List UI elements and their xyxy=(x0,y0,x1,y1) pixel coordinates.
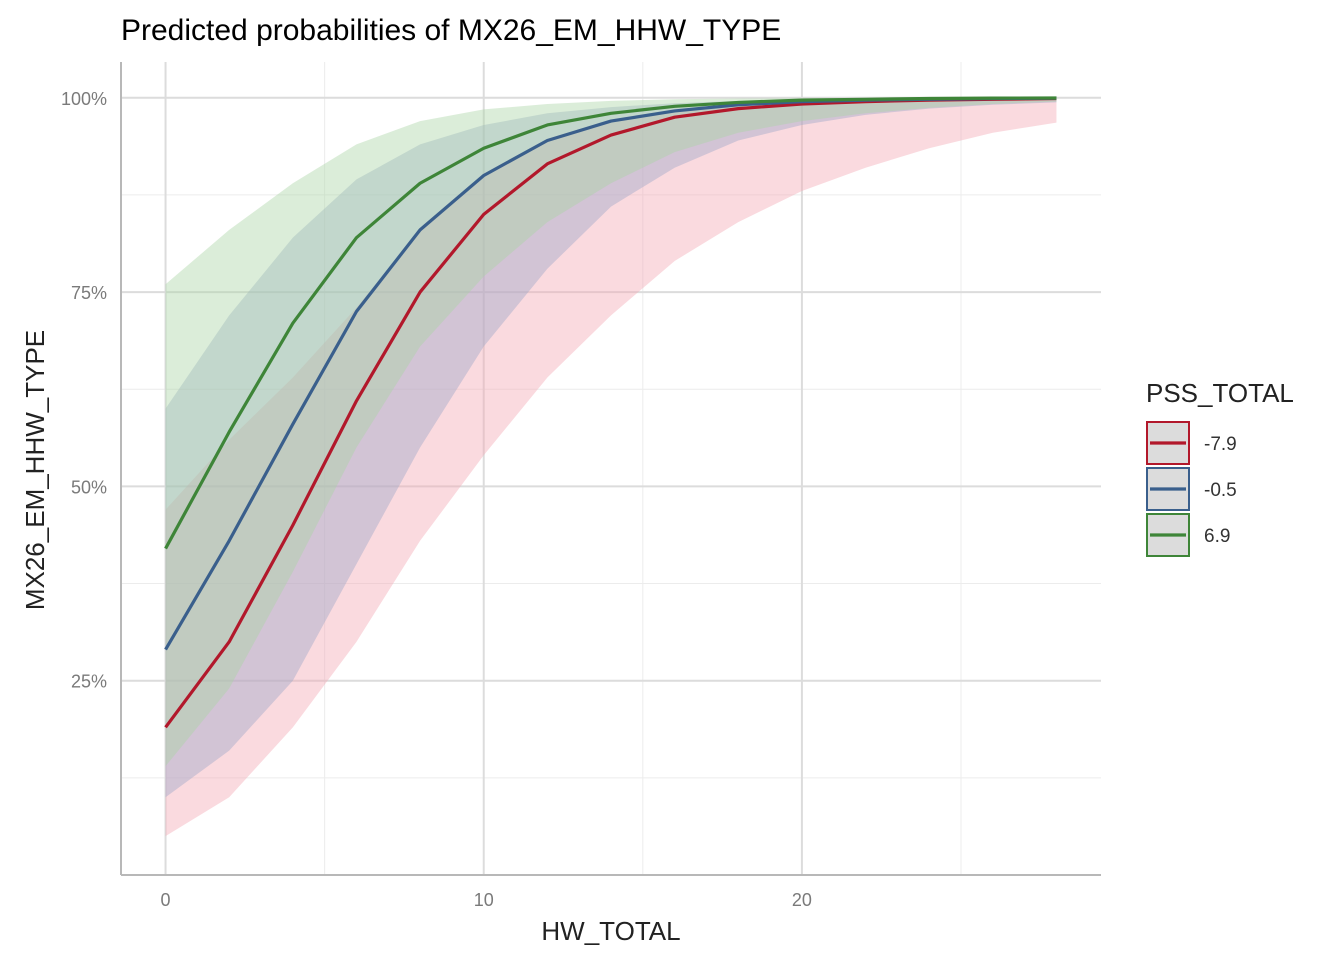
series-lines xyxy=(164,96,1057,729)
legend-label: -0.5 xyxy=(1204,480,1237,501)
legend-label: -7.9 xyxy=(1204,434,1237,455)
legend-item: -0.5 xyxy=(1146,467,1237,511)
y-tick-label: 25% xyxy=(71,672,107,692)
grid xyxy=(121,62,1101,875)
x-axis-title: HW_TOTAL xyxy=(541,916,680,946)
confidence-band-0 xyxy=(165,98,1057,837)
y-tick-label: 50% xyxy=(71,477,107,497)
legend-items: -7.9 -0.5 6.9 xyxy=(1146,421,1237,557)
x-tick-label: 20 xyxy=(792,890,812,910)
legend-title: PSS_TOTAL xyxy=(1146,378,1294,408)
y-axis-title: MX26_EM_HHW_TYPE xyxy=(20,330,50,610)
legend-item: 6.9 xyxy=(1146,513,1230,557)
confidence-band-2 xyxy=(165,97,1057,767)
x-tick-label: 0 xyxy=(161,890,171,910)
y-tick-label: 75% xyxy=(71,283,107,303)
series-line-2 xyxy=(164,96,1057,550)
legend-label: 6.9 xyxy=(1204,526,1230,547)
y-tick-label: 100% xyxy=(61,89,107,109)
axes xyxy=(120,62,1101,876)
x-tick-label: 10 xyxy=(474,890,494,910)
legend-item: -7.9 xyxy=(1146,421,1237,465)
legend: PSS_TOTAL -7.9 -0.5 6.9 xyxy=(1146,378,1294,557)
chart-title: Predicted probabilities of MX26_EM_HHW_T… xyxy=(121,14,781,47)
tick-labels: 0 10 20 25% 50% 75% 100% xyxy=(61,89,812,910)
